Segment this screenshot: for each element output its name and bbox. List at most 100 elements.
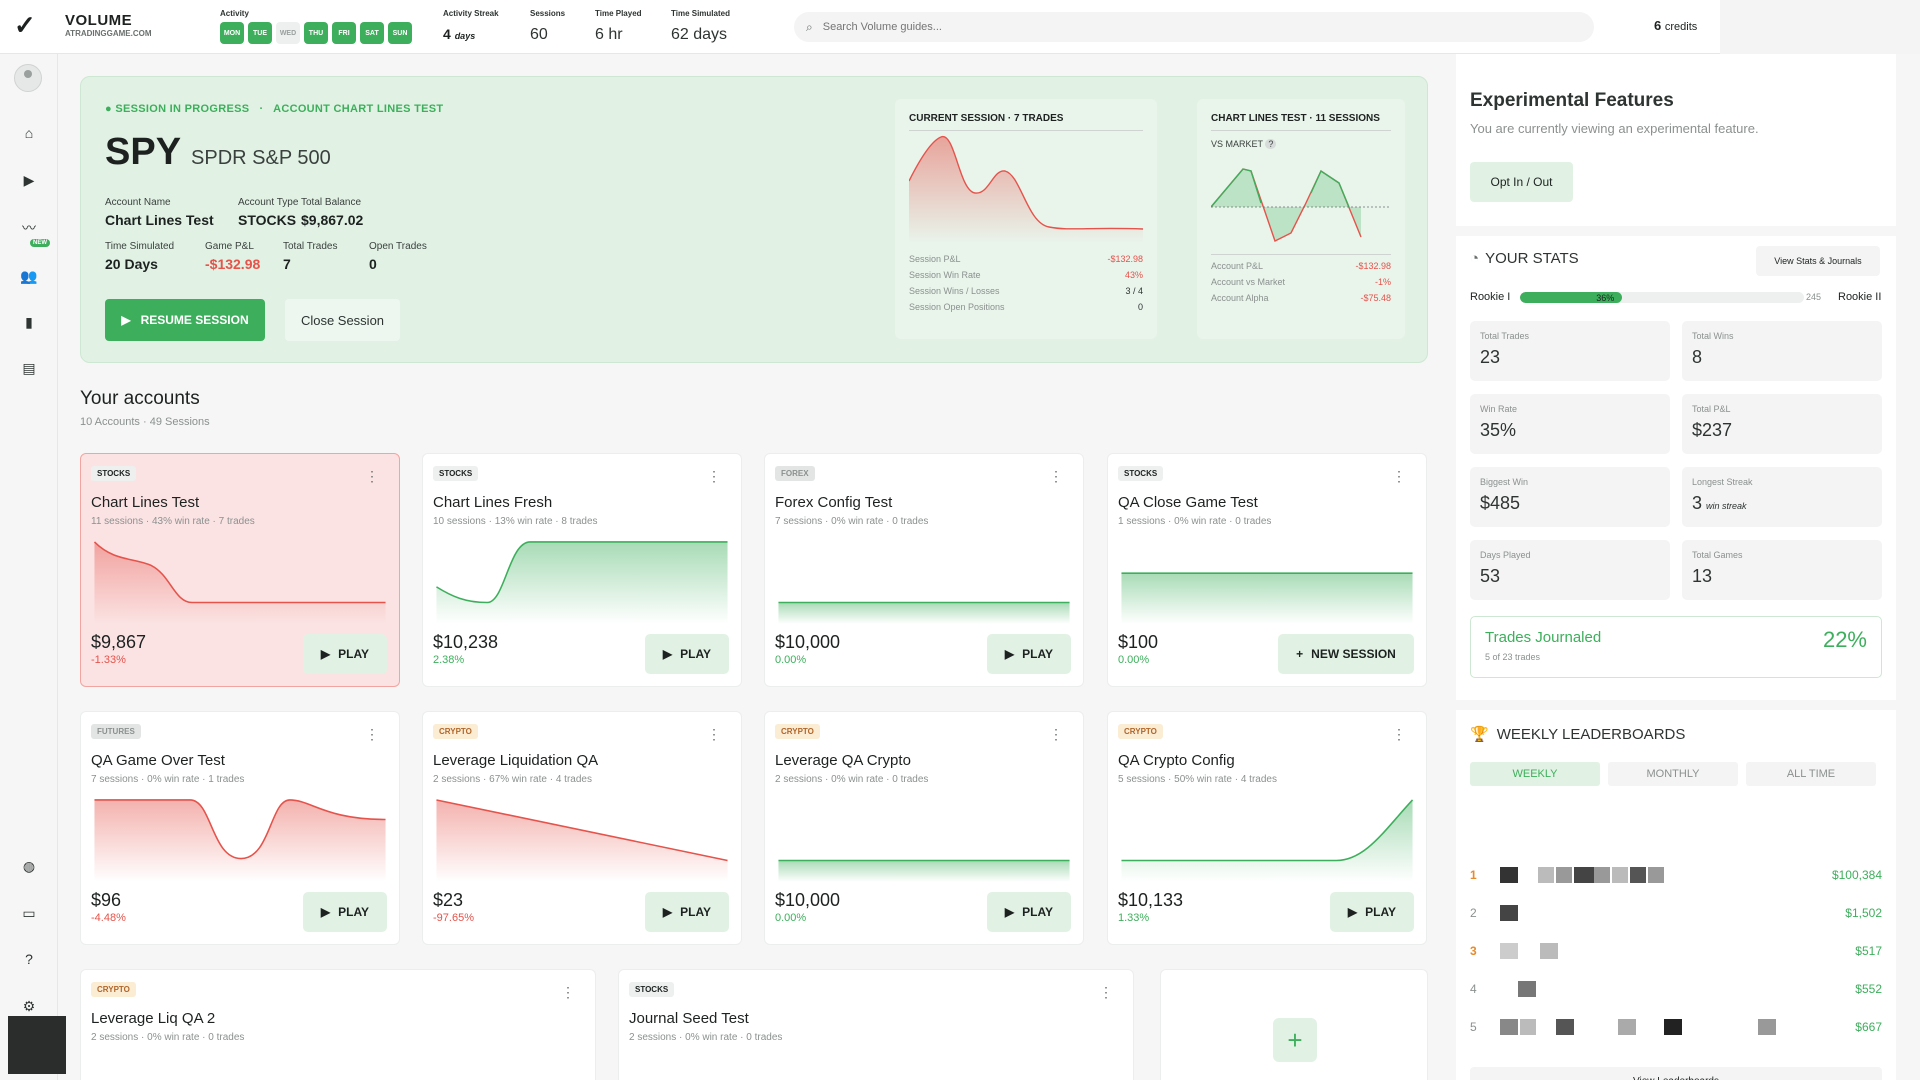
play-button[interactable]: ▶ PLAY: [303, 892, 387, 932]
more-options-icon[interactable]: ⋮: [1392, 726, 1406, 742]
row-value: -$132.98: [1355, 261, 1391, 271]
trades-journaled-card[interactable]: Trades Journaled 5 of 23 trades 22%: [1470, 616, 1882, 678]
play-icon[interactable]: ▶: [23, 171, 35, 188]
leaderboard-row[interactable]: 4 $552: [1470, 978, 1882, 1000]
brand[interactable]: VOLUME ATRADINGGAME.COM: [65, 12, 152, 38]
bar-chart-icon[interactable]: ▮: [25, 313, 33, 330]
stat-tile: Total Trades 23: [1470, 321, 1670, 381]
account-card[interactable]: FOREX ⋮ Forex Config Test 7 sessions · 0% w…: [764, 453, 1084, 687]
account-meta: 2 sessions · 0% win rate · 0 trades: [629, 1032, 783, 1043]
account-sparkline: [93, 541, 386, 624]
row-label: Session Win Rate: [909, 270, 981, 280]
leaderboard-row[interactable]: 2 $1,502: [1470, 902, 1882, 924]
current-session-row: Session P&L -$132.98: [909, 254, 1143, 264]
account-change: 0.00%: [1118, 654, 1150, 666]
account-meta: 1 sessions · 0% win rate · 0 trades: [1118, 516, 1272, 527]
settings-gear-icon[interactable]: ⚙: [22, 997, 36, 1014]
redacted-username-pixel: [1574, 867, 1594, 883]
account-card[interactable]: STOCKS ⋮ Chart Lines Test 11 sessions · 43%…: [80, 453, 400, 687]
leaderboard-header: 🏆 WEEKLY LEADERBOARDS: [1470, 725, 1686, 744]
add-account-card[interactable]: +: [1160, 969, 1428, 1080]
vs-market-sparkline: [1210, 168, 1391, 242]
account-type-tag: CRYPTO: [433, 724, 478, 739]
stat-tile: Total Games 13: [1682, 540, 1882, 600]
view-leaderboards-button[interactable]: View Leaderboards: [1470, 1067, 1882, 1080]
field-value: $9,867.02: [301, 212, 364, 228]
account-card[interactable]: CRYPTO ⋮ Leverage Liq QA 2 2 sessions · 0% …: [80, 969, 596, 1080]
leaderboard-row[interactable]: 1 $100,384: [1470, 864, 1882, 886]
more-options-icon[interactable]: ⋮: [707, 726, 721, 742]
more-options-icon[interactable]: ⋮: [1049, 726, 1063, 742]
help-icon[interactable]: ?: [1265, 139, 1277, 149]
leaderboard-row[interactable]: 5 $667: [1470, 1016, 1882, 1038]
resume-session-button[interactable]: ▶ RESUME SESSION: [105, 299, 265, 341]
stat-tile: Total Wins 8: [1682, 321, 1882, 381]
account-change: -97.65%: [433, 912, 474, 924]
credits[interactable]: 6 credits: [1654, 18, 1697, 33]
right-column: Experimental Features You are currently …: [1456, 54, 1896, 1080]
more-options-icon[interactable]: ⋮: [365, 726, 379, 742]
ticker-name: SPDR S&P 500: [191, 147, 331, 169]
globe-icon[interactable]: ◍: [22, 857, 36, 874]
activity-day-tue: TUE: [248, 22, 272, 44]
profile-avatar-icon[interactable]: [14, 64, 42, 92]
time-sim-label: Time Simulated: [671, 9, 730, 18]
new-session-button[interactable]: + NEW SESSION: [1278, 634, 1414, 674]
account-card[interactable]: FUTURES ⋮ QA Game Over Test 7 sessions · 0%…: [80, 711, 400, 945]
search-bar[interactable]: ⌕: [794, 12, 1594, 42]
account-card[interactable]: CRYPTO ⋮ Leverage QA Crypto 2 sessions · 0%…: [764, 711, 1084, 945]
stat-label: Total Trades: [1480, 331, 1530, 341]
play-button[interactable]: ▶ PLAY: [645, 634, 729, 674]
user-tile[interactable]: [8, 1016, 66, 1074]
chart-lines-test-card: CHART LINES TEST · 11 SESSIONS VS MARKET…: [1197, 99, 1405, 339]
more-options-icon[interactable]: ⋮: [707, 468, 721, 484]
play-icon: ▶: [662, 905, 673, 919]
leaderboard-tab[interactable]: MONTHLY: [1608, 762, 1738, 786]
leaderboard-title: WEEKLY LEADERBOARDS: [1496, 725, 1686, 743]
total-trades-field: Total Trades 7: [283, 241, 337, 272]
account-meta: 5 sessions · 50% win rate · 4 trades: [1118, 774, 1277, 785]
account-card[interactable]: STOCKS ⋮ Journal Seed Test 2 sessions · 0% …: [618, 969, 1134, 1080]
credits-value: 6: [1654, 18, 1662, 33]
leaderboard-tab[interactable]: WEEKLY: [1470, 762, 1600, 786]
account-card[interactable]: CRYPTO ⋮ Leverage Liquidation QA 2 sessions…: [422, 711, 742, 945]
close-session-button[interactable]: Close Session: [285, 299, 400, 341]
play-button[interactable]: ▶ PLAY: [1330, 892, 1414, 932]
community-icon[interactable]: 👥: [20, 267, 38, 284]
leaderboard-amount: $517: [1855, 944, 1882, 958]
home-icon[interactable]: ⌂: [24, 125, 34, 141]
account-card[interactable]: CRYPTO ⋮ QA Crypto Config 5 sessions · 50% …: [1107, 711, 1427, 945]
stat-label: Total P&L: [1692, 404, 1731, 414]
leaderboard-row[interactable]: 3 $517: [1470, 940, 1882, 962]
account-sparkline: [1121, 799, 1414, 882]
trend-icon[interactable]: 〰: [22, 220, 36, 236]
activity-day-wed: WED: [276, 22, 300, 44]
more-options-icon[interactable]: ⋮: [1392, 468, 1406, 484]
more-options-icon[interactable]: ⋮: [1049, 468, 1063, 484]
add-account-icon[interactable]: +: [1273, 1018, 1317, 1062]
row-label: Session Wins / Losses: [909, 286, 1000, 296]
journal-icon[interactable]: ▤: [22, 359, 36, 376]
opt-in-out-button[interactable]: Opt In / Out: [1470, 162, 1573, 202]
more-options-icon[interactable]: ⋮: [365, 468, 379, 484]
leaderboard-tab[interactable]: ALL TIME: [1746, 762, 1876, 786]
stat-value: 13: [1692, 566, 1713, 586]
streak-sub: win streak: [1706, 501, 1747, 511]
help-icon[interactable]: ?: [25, 951, 33, 967]
ticker-symbol: SPY: [105, 131, 182, 173]
session-status-dot-icon: ●: [105, 103, 112, 115]
archive-icon[interactable]: ▭: [22, 904, 36, 921]
more-options-icon[interactable]: ⋮: [561, 984, 575, 1000]
play-button[interactable]: ▶ PLAY: [645, 892, 729, 932]
account-card[interactable]: STOCKS ⋮ QA Close Game Test 1 sessions · 0%…: [1107, 453, 1427, 687]
volume-logo-icon[interactable]: ✓: [14, 10, 36, 40]
more-options-icon[interactable]: ⋮: [1099, 984, 1113, 1000]
play-button[interactable]: ▶ PLAY: [987, 892, 1071, 932]
stat-label: Days Played: [1480, 550, 1531, 560]
account-change: 2.38%: [433, 654, 465, 666]
play-button[interactable]: ▶ PLAY: [987, 634, 1071, 674]
play-button[interactable]: ▶ PLAY: [303, 634, 387, 674]
account-card[interactable]: STOCKS ⋮ Chart Lines Fresh 10 sessions · 13…: [422, 453, 742, 687]
view-stats-journals-button[interactable]: View Stats & Journals: [1756, 246, 1880, 276]
search-input[interactable]: [822, 21, 1523, 33]
